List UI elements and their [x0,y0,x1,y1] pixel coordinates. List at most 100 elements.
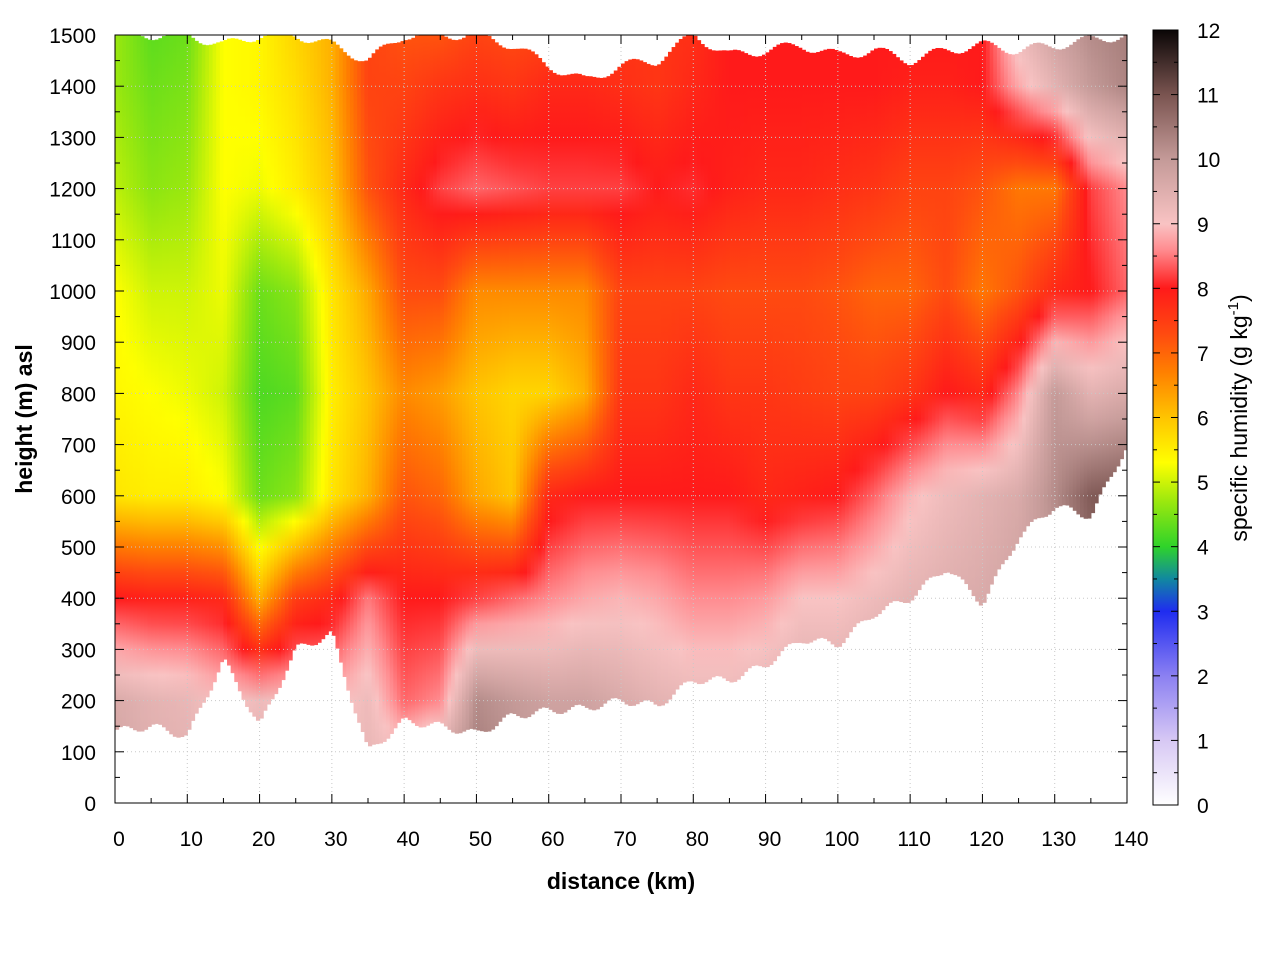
x-tick-label: 60 [541,828,564,851]
humidity-column [874,48,879,617]
humidity-column [816,52,821,639]
humidity-column [270,35,275,700]
humidity-column [635,59,640,705]
humidity-column [812,52,817,641]
humidity-column [1119,37,1124,460]
humidity-column [729,50,734,683]
humidity-column [574,73,579,706]
humidity-column [819,50,824,638]
humidity-column [801,49,806,644]
humidity-column [877,47,882,615]
grid-lines [115,35,1127,803]
humidity-column [1014,53,1020,544]
humidity-column [993,45,998,577]
humidity-column [447,38,452,730]
y-tick-label: 0 [84,793,96,816]
humidity-column [1108,42,1114,477]
x-tick-label: 90 [758,828,781,851]
humidity-column [172,35,178,737]
humidity-column [917,60,922,591]
humidity-column [1065,47,1070,506]
humidity-column [237,39,243,692]
humidity-column [924,53,929,581]
humidity-column [953,53,958,576]
humidity-column [400,41,405,719]
humidity-column [425,35,431,726]
humidity-column [368,57,373,747]
colorbar-title-main: specific humidity (g kg [1226,315,1252,541]
humidity-column [863,55,868,621]
y-tick-label: 400 [61,588,96,611]
humidity-column [743,53,749,672]
humidity-column [1007,54,1012,556]
x-tick-label: 80 [686,828,709,851]
humidity-column [733,49,738,682]
humidity-column [837,51,843,647]
colorbar-title-exponent: -1 [1225,302,1242,315]
humidity-column [187,35,192,730]
humidity-column [1025,46,1031,527]
colorbar-tick-label: 9 [1197,214,1209,237]
humidity-column [545,66,550,708]
humidity-column [335,44,340,649]
colorbar-tick-label: 12 [1197,20,1220,43]
humidity-column [277,35,282,688]
humidity-column [1094,37,1099,504]
humidity-column [115,35,120,730]
humidity-column [628,59,633,706]
humidity-column [827,48,832,642]
humidity-column [321,39,326,640]
y-axis-ticks: 0 100 200 300 400 500 600 700 800 900 1000 1100 1200… [49,25,1127,816]
colorbar-title: specific humidity (g kg-1) [1225,294,1252,541]
humidity-column [642,62,647,701]
humidity-column [906,65,911,603]
humidity-column [928,50,933,578]
humidity-column [783,42,788,647]
humidity-column [404,40,409,718]
humidity-column [667,51,673,700]
humidity-column [570,73,575,708]
humidity-column [443,36,449,727]
humidity-column [263,35,268,711]
x-tick-label: 50 [469,828,492,851]
humidity-column [653,65,658,705]
humidity-column [508,49,514,714]
x-tick-label: 70 [613,828,636,851]
humidity-column [302,42,308,644]
humidity-column [1058,49,1063,507]
humidity-column [176,35,181,738]
humidity-column [310,42,315,646]
humidity-column [357,61,362,723]
humidity-column [349,58,355,703]
colorbar-tick-label: 10 [1197,149,1220,172]
humidity-column [649,65,655,702]
y-tick-label: 500 [61,537,96,560]
humidity-column [523,48,528,719]
y-tick-label: 800 [61,383,96,406]
humidity-column [1087,35,1092,519]
humidity-column [845,54,850,638]
humidity-column [183,35,188,736]
humidity-column [606,76,611,701]
colorbar-tick-label: 8 [1197,278,1209,301]
colorbar-tick-label: 7 [1197,343,1209,366]
humidity-column [675,42,680,690]
humidity-column [216,42,221,673]
humidity-column [595,77,600,710]
humidity-column [429,35,434,724]
colorbar-title-end: ) [1226,294,1252,302]
humidity-column [1000,50,1005,565]
humidity-column [740,51,745,677]
humidity-column [718,50,723,677]
humidity-column [602,77,608,704]
humidity-column [360,61,365,733]
humidity-column [151,40,156,725]
humidity-column [563,75,568,713]
humidity-column [1036,42,1041,519]
humidity-column [331,41,337,636]
humidity-column [1022,49,1027,532]
humidity-column [1029,44,1034,522]
humidity-column [375,49,380,745]
humidity-column [313,41,318,646]
humidity-column [284,35,290,671]
